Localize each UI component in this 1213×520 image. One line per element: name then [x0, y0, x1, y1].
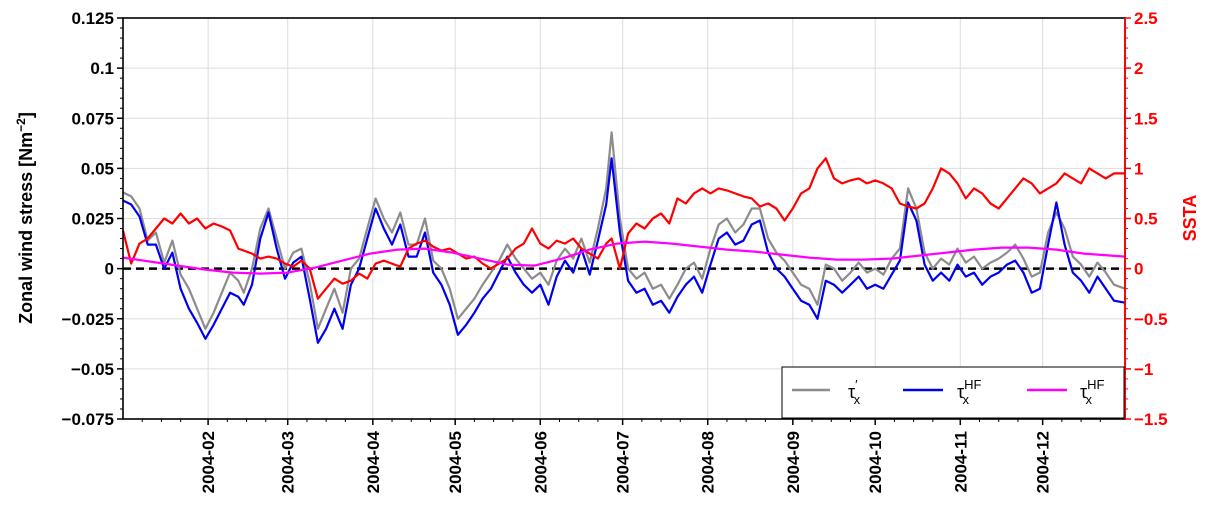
legend: τ′ x τHF x τHF x: [781, 366, 1125, 419]
legend-label-tau-hf-blue: τHF x: [957, 377, 982, 407]
right-axis-tick-label: 1: [1134, 159, 1143, 178]
x-axis-tick-label: 2004-11: [951, 431, 970, 492]
right-axis-tick-label: −1: [1134, 360, 1153, 379]
left-axis-title: Zonal wind stress [Nm−2]: [14, 112, 36, 324]
right-axis-tick-label: 2.5: [1134, 9, 1158, 28]
x-axis-tick-label: 2004-07: [614, 431, 633, 493]
x-axis-tick-label: 2004-08: [699, 431, 718, 493]
right-axis-title: SSTA: [1180, 195, 1200, 242]
x-axis-tick-label: 2004-02: [199, 431, 218, 493]
right-axis: −1.5 −1 −0.5 0 0.5 1 1.5 2 2.5: [1124, 9, 1168, 429]
right-axis-tick-label: 1.5: [1134, 109, 1158, 128]
legend-label-tau-hf-magenta: τHF x: [1080, 377, 1105, 407]
right-axis-tick-label: −0.5: [1134, 310, 1168, 329]
left-axis-tick-label: −0.075: [62, 410, 114, 429]
x-axis-tick-label: 2004-10: [866, 431, 885, 493]
left-axis-tick-label: −0.05: [71, 360, 114, 379]
left-axis-tick-label: 0: [105, 260, 114, 279]
series-tau-prime-gray: [122, 131, 1126, 330]
left-axis-tick-label: 0.05: [81, 159, 114, 178]
right-axis-tick-label: 0.5: [1134, 210, 1158, 229]
left-axis-tick-label: −0.025: [62, 310, 114, 329]
right-axis-tick-label: 2: [1134, 59, 1143, 78]
x-axis-tick-label: 2004-03: [279, 431, 298, 493]
series-group: [121, 131, 1126, 344]
x-axis-tick-label: 2004-12: [1034, 431, 1053, 493]
legend-box: [781, 366, 1125, 419]
left-axis: −0.075 −0.05 −0.025 0 0.025 0.05 0.075 0.1 0.125: [62, 9, 123, 429]
x-axis-tick-label: 2004-04: [364, 430, 383, 493]
left-axis-tick-label: 0.1: [90, 59, 114, 78]
x-axis-tick-label: 2004-09: [784, 431, 803, 493]
left-axis-tick-label: 0.125: [71, 9, 114, 28]
x-axis: 2004-02 2004-03 2004-04 2004-05 2004-06 2004-…: [141, 419, 1101, 493]
left-axis-tick-label: 0.075: [71, 109, 114, 128]
right-axis-tick-label: −1.5: [1134, 410, 1168, 429]
x-axis-tick-label: 2004-05: [446, 431, 465, 493]
x-axis-tick-label: 2004-06: [531, 431, 550, 493]
legend-label-tau-prime: τ′ x: [848, 377, 861, 407]
grid: [123, 17, 1125, 420]
series-tau-hf-lowpass-magenta: [122, 240, 1126, 275]
series-ssta-red: [121, 157, 1125, 300]
left-axis-tick-label: 0.025: [71, 210, 114, 229]
right-axis-tick-label: 0: [1134, 260, 1143, 279]
